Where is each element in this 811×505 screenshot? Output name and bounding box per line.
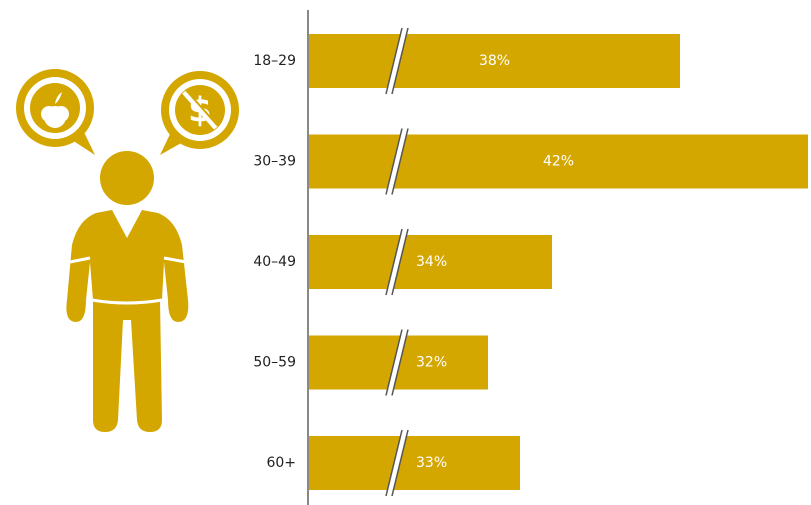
axis-break bbox=[386, 28, 408, 94]
value-label: 33% bbox=[416, 455, 447, 471]
axis-break-line bbox=[391, 228, 409, 296]
axis-break-line bbox=[385, 329, 403, 396]
axis-break-line bbox=[385, 228, 403, 296]
category-label: 50–59 bbox=[253, 355, 296, 371]
category-label: 18–29 bbox=[253, 53, 296, 69]
person-icon: $ bbox=[16, 69, 239, 432]
bar bbox=[309, 235, 552, 289]
axis-break-line bbox=[385, 128, 403, 195]
axis-break bbox=[386, 128, 408, 195]
axis-break-line bbox=[385, 27, 403, 95]
axis-break bbox=[386, 430, 408, 496]
bar bbox=[309, 34, 680, 88]
value-label: 34% bbox=[416, 254, 447, 270]
category-label: 60+ bbox=[266, 455, 296, 471]
axis-break-line bbox=[385, 429, 403, 497]
axis-break-line bbox=[391, 429, 409, 497]
axis-break bbox=[386, 229, 408, 295]
value-label: 32% bbox=[416, 355, 447, 371]
value-label: 38% bbox=[479, 53, 510, 69]
axis-break-line bbox=[391, 329, 409, 396]
category-label: 30–39 bbox=[253, 154, 296, 170]
category-label: 40–49 bbox=[253, 254, 296, 270]
axis-break-line bbox=[391, 128, 409, 195]
axis-break bbox=[386, 329, 408, 396]
bar bbox=[309, 436, 520, 490]
value-label: 42% bbox=[543, 154, 574, 170]
axis-break-line bbox=[391, 27, 409, 95]
